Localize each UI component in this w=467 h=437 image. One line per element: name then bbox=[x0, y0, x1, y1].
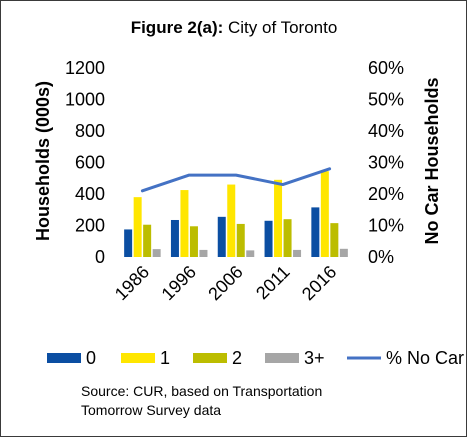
source-line-1: Source: CUR, based on Transportation bbox=[81, 383, 322, 399]
bar-series-0-2011 bbox=[264, 220, 273, 257]
source-line-2: Tomorrow Survey data bbox=[81, 402, 221, 418]
y-tick-label: 200 bbox=[75, 216, 105, 236]
bar-series-2-1986 bbox=[143, 224, 152, 257]
category-label-2011: 2011 bbox=[252, 262, 294, 304]
y-axis-ticks: 0 200 400 600 800 1000 1200 bbox=[65, 58, 105, 267]
category-label-2006: 2006 bbox=[204, 262, 246, 304]
legend-swatch-3 bbox=[265, 353, 299, 363]
y2-tick-label: 10% bbox=[368, 216, 404, 236]
y-axis-title: Households (000s) bbox=[33, 81, 53, 241]
bar-series-1-2016 bbox=[320, 171, 329, 257]
bar-series-0-1996 bbox=[170, 219, 179, 257]
bar-series-1-2011 bbox=[274, 179, 283, 257]
category-labels: 1986 1996 2006 2011 2016 bbox=[111, 262, 341, 304]
bar-series-2-2016 bbox=[330, 223, 339, 257]
y2-tick-label: 40% bbox=[368, 121, 404, 141]
legend-swatch-1 bbox=[121, 353, 155, 363]
chart-title-bold: Figure 2(a): bbox=[131, 18, 224, 37]
y2-tick-label: 60% bbox=[368, 58, 404, 78]
bar-series-1-2006 bbox=[227, 184, 236, 257]
bar-series-0-2016 bbox=[311, 207, 320, 257]
bar-series-3-1986 bbox=[152, 249, 161, 257]
bar-series-2-1996 bbox=[189, 226, 198, 257]
y2-tick-label: 30% bbox=[368, 153, 404, 173]
category-label-2016: 2016 bbox=[298, 262, 340, 304]
legend-label-3: 3+ bbox=[304, 348, 325, 368]
legend: 0 1 2 3+ % No Car bbox=[47, 348, 464, 368]
y-tick-label: 600 bbox=[75, 153, 105, 173]
bar-series-3-2016 bbox=[339, 248, 348, 257]
y2-tick-label: 0% bbox=[368, 247, 394, 267]
legend-label-2: 2 bbox=[232, 348, 242, 368]
y-tick-label: 1200 bbox=[65, 58, 105, 78]
category-label-1996: 1996 bbox=[158, 262, 200, 304]
y2-axis-title: No Car Households bbox=[422, 77, 442, 244]
y2-tick-label: 50% bbox=[368, 90, 404, 110]
chart-title: Figure 2(a): City of Toronto bbox=[131, 18, 338, 37]
bar-series-1-1986 bbox=[133, 197, 142, 257]
bar-series-2-2011 bbox=[283, 219, 292, 257]
y-tick-label: 0 bbox=[95, 247, 105, 267]
bar-series-3-1996 bbox=[199, 249, 208, 257]
y2-axis-ticks: 0% 10% 20% 30% 40% 50% 60% bbox=[368, 58, 404, 267]
category-label-1986: 1986 bbox=[111, 262, 153, 304]
bar-series-3-2006 bbox=[246, 250, 255, 257]
legend-swatch-0 bbox=[47, 353, 81, 363]
legend-label-line: % No Car bbox=[386, 348, 464, 368]
y2-tick-label: 20% bbox=[368, 184, 404, 204]
bar-series-1-1996 bbox=[180, 190, 189, 257]
line-series-group bbox=[140, 167, 332, 193]
legend-label-0: 0 bbox=[86, 348, 96, 368]
bar-series-3-2011 bbox=[293, 249, 302, 257]
bar-series-2-2006 bbox=[236, 223, 245, 257]
y-tick-label: 800 bbox=[75, 121, 105, 141]
bar-series-group bbox=[124, 171, 348, 257]
chart-title-rest: City of Toronto bbox=[223, 18, 337, 37]
legend-label-1: 1 bbox=[160, 348, 170, 368]
bar-series-0-1986 bbox=[124, 229, 133, 257]
y-tick-label: 400 bbox=[75, 184, 105, 204]
bar-series-0-2006 bbox=[217, 216, 226, 257]
legend-swatch-2 bbox=[193, 353, 227, 363]
no-car-line bbox=[140, 167, 332, 193]
y-tick-label: 1000 bbox=[65, 90, 105, 110]
